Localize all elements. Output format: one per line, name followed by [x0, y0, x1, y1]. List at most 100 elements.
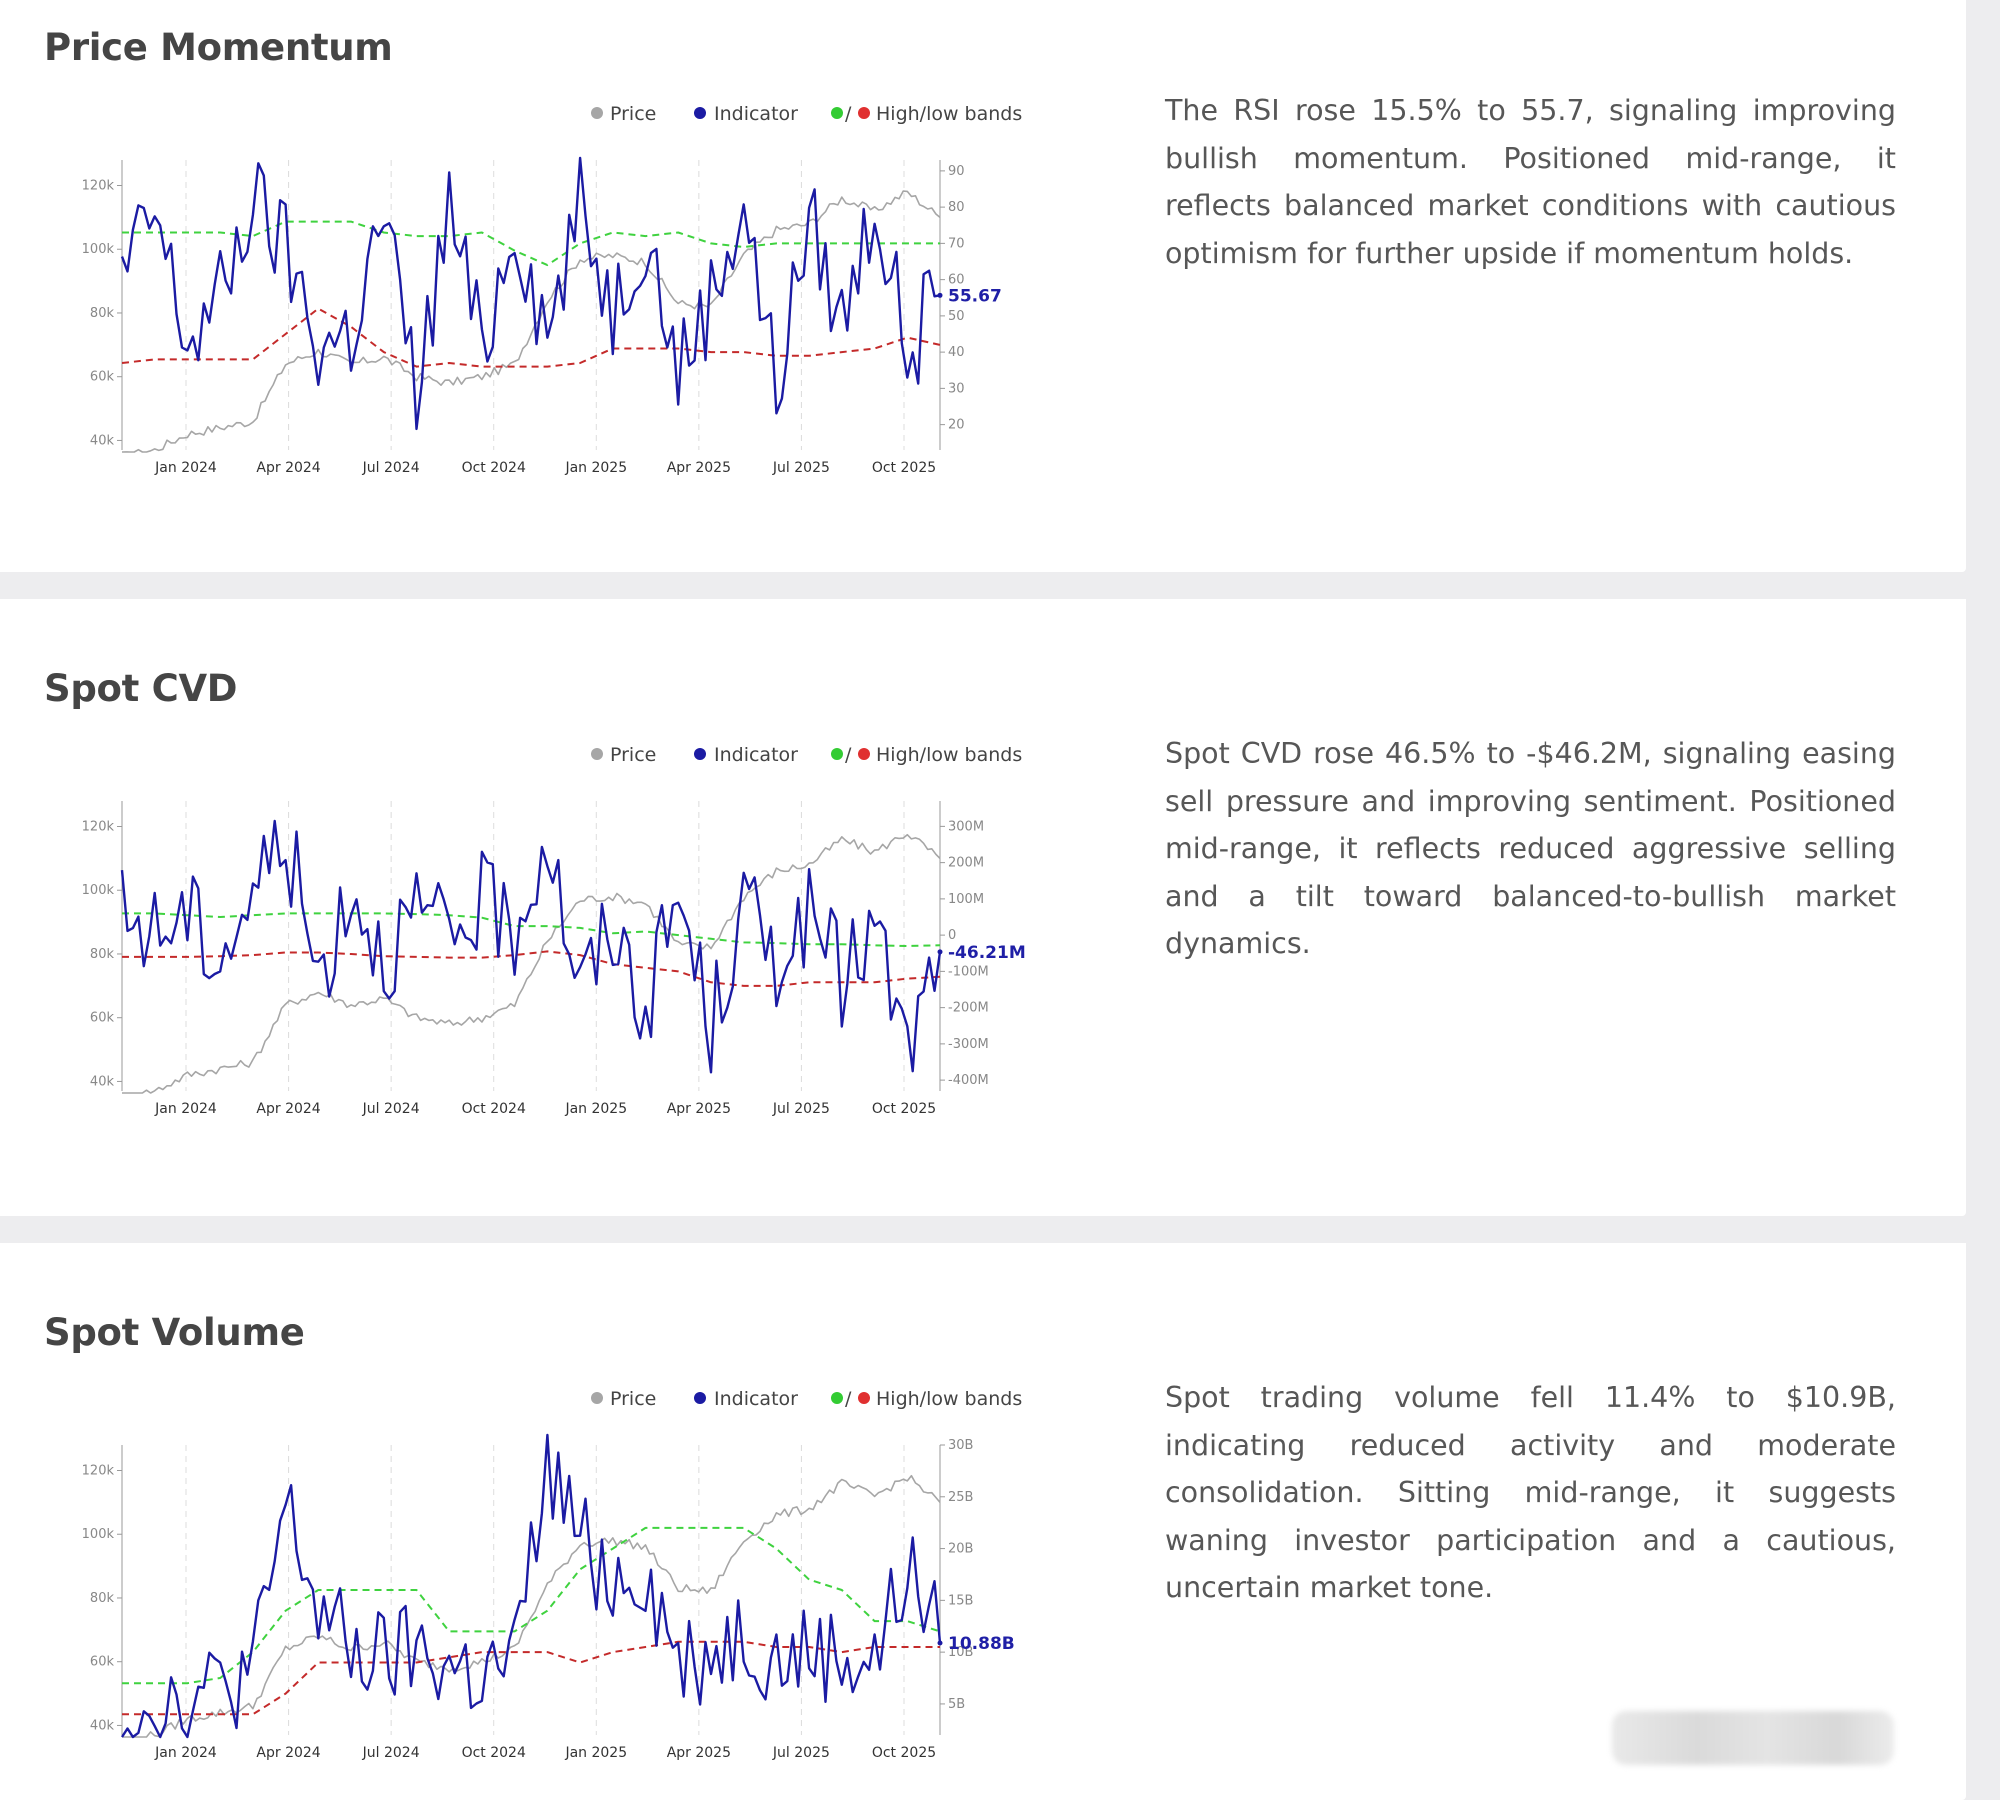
indicator-last-value: -46.21M — [948, 943, 1026, 963]
right-tick-label: 5B — [948, 1697, 965, 1712]
left-tick-label: 120k — [82, 1463, 115, 1478]
spot-volume-card: Spot Volume Price Indicator / High/low band… — [0, 1243, 1966, 1800]
low-band-line — [122, 950, 941, 987]
high-band-line — [122, 220, 940, 267]
card-description: Spot CVD rose 46.5% to -$46.2M, signalin… — [1165, 737, 1896, 960]
x-tick-label: Apr 2025 — [667, 1101, 731, 1117]
card-description: The RSI rose 15.5% to 55.7, signaling im… — [1165, 94, 1896, 270]
blurred-watermark — [1612, 1711, 1894, 1765]
legend-slash: / — [845, 103, 852, 125]
legend-indicator-label: Indicator — [714, 1388, 798, 1410]
x-tick-label: Oct 2024 — [462, 1101, 526, 1117]
x-tick-label: Oct 2025 — [872, 460, 936, 476]
x-tick-label: Jul 2025 — [772, 460, 830, 476]
indicator-last-value: 10.88B — [948, 1634, 1015, 1654]
price-line — [122, 1474, 941, 1738]
legend-slash: / — [845, 744, 852, 766]
x-tick-label: Jan 2024 — [154, 1745, 217, 1761]
indicator-line — [120, 156, 941, 431]
right-tick-label: -200M — [948, 1001, 989, 1016]
indicator-last-value: 55.67 — [948, 286, 1002, 306]
chart-legend: Price Indicator / High/low bands — [591, 744, 1022, 766]
legend-price-label: Price — [610, 744, 656, 766]
right-tick-label: 0 — [948, 928, 956, 943]
card-title: Spot CVD — [44, 667, 238, 710]
x-tick-label: Oct 2025 — [872, 1101, 936, 1117]
left-tick-label: 40k — [90, 1718, 115, 1733]
x-tick-label: Apr 2024 — [256, 1745, 320, 1761]
legend-indicator-label: Indicator — [714, 103, 798, 125]
right-tick-label: 40 — [948, 345, 965, 360]
indicator-last-point — [937, 949, 943, 955]
legend-high-band-dot — [831, 1392, 843, 1404]
legend-slash: / — [845, 1388, 852, 1410]
right-tick-label: 50 — [948, 309, 965, 324]
legend-indicator-dot — [694, 748, 706, 760]
right-tick-label: 200M — [948, 856, 984, 871]
x-tick-label: Apr 2024 — [256, 1101, 320, 1117]
right-tick-label: 20B — [948, 1542, 973, 1557]
right-tick-label: -100M — [948, 964, 989, 979]
left-tick-label: 100k — [82, 1527, 115, 1542]
price-line — [122, 833, 941, 1094]
left-tick-label: 40k — [90, 1074, 115, 1089]
chart-legend: Price Indicator / High/low bands — [591, 103, 1022, 125]
left-tick-label: 100k — [82, 242, 115, 257]
left-tick-label: 120k — [82, 178, 115, 193]
right-tick-label: -400M — [948, 1073, 989, 1088]
price-momentum-chart: Price Indicator / High/low bands 40k 60k 80k 10… — [82, 103, 1023, 476]
right-tick-label: 300M — [948, 819, 984, 834]
left-tick-label: 80k — [90, 947, 115, 962]
right-tick-label: 70 — [948, 236, 965, 251]
left-tick-label: 80k — [90, 1591, 115, 1606]
right-tick-label: 10B — [948, 1645, 973, 1660]
low-band-line — [122, 1640, 940, 1716]
price-momentum-card: Price Momentum Price Indicator / High/low b… — [0, 0, 1966, 572]
card-title: Spot Volume — [44, 1311, 305, 1354]
legend-price-dot — [591, 748, 603, 760]
high-band-line — [122, 912, 941, 947]
right-tick-label: 20 — [948, 418, 965, 433]
x-tick-label: Jan 2025 — [564, 1745, 627, 1761]
right-tick-label: 25B — [948, 1490, 973, 1505]
spot-cvd-chart: Price Indicator / High/low bands 40k 60k 80k 10… — [82, 744, 1026, 1117]
x-tick-label: Apr 2024 — [256, 460, 320, 476]
right-tick-label: 100M — [948, 892, 984, 907]
right-tick-label: -300M — [948, 1037, 989, 1052]
indicator-line — [120, 819, 942, 1074]
x-tick-label: Jul 2025 — [772, 1745, 830, 1761]
legend-low-band-dot — [858, 107, 870, 119]
x-tick-label: Oct 2024 — [462, 460, 526, 476]
x-tick-label: Jan 2024 — [154, 1101, 217, 1117]
right-tick-label: 30 — [948, 381, 965, 396]
legend-high-band-dot — [831, 107, 843, 119]
spot-volume-chart: Price Indicator / High/low bands 40k 60k 80k 10… — [82, 1388, 1023, 1761]
x-tick-label: Jul 2024 — [362, 460, 420, 476]
x-tick-label: Jul 2025 — [772, 1101, 830, 1117]
left-tick-label: 100k — [82, 883, 115, 898]
left-tick-label: 40k — [90, 433, 115, 448]
legend-indicator-dot — [694, 1392, 706, 1404]
legend-low-band-dot — [858, 1392, 870, 1404]
card-title: Price Momentum — [44, 26, 393, 69]
left-tick-label: 60k — [90, 1655, 115, 1670]
legend-price-label: Price — [610, 103, 656, 125]
legend-bands-label: High/low bands — [876, 103, 1022, 125]
left-tick-label: 60k — [90, 1011, 115, 1026]
price-line — [121, 190, 941, 453]
indicator-last-point — [937, 1640, 943, 1646]
x-tick-label: Jan 2025 — [564, 1101, 627, 1117]
right-tick-label: 15B — [948, 1593, 973, 1608]
right-tick-label: 30B — [948, 1438, 973, 1453]
legend-bands-label: High/low bands — [876, 1388, 1022, 1410]
right-tick-label: 80 — [948, 200, 965, 215]
indicator-last-point — [937, 292, 943, 298]
legend-low-band-dot — [858, 748, 870, 760]
legend-price-label: Price — [610, 1388, 656, 1410]
left-tick-label: 120k — [82, 819, 115, 834]
legend-indicator-label: Indicator — [714, 744, 798, 766]
legend-high-band-dot — [831, 748, 843, 760]
card-description: Spot trading volume fell 11.4% to $10.9B… — [1165, 1381, 1896, 1604]
x-tick-label: Oct 2024 — [462, 1745, 526, 1761]
x-tick-label: Apr 2025 — [667, 1745, 731, 1761]
